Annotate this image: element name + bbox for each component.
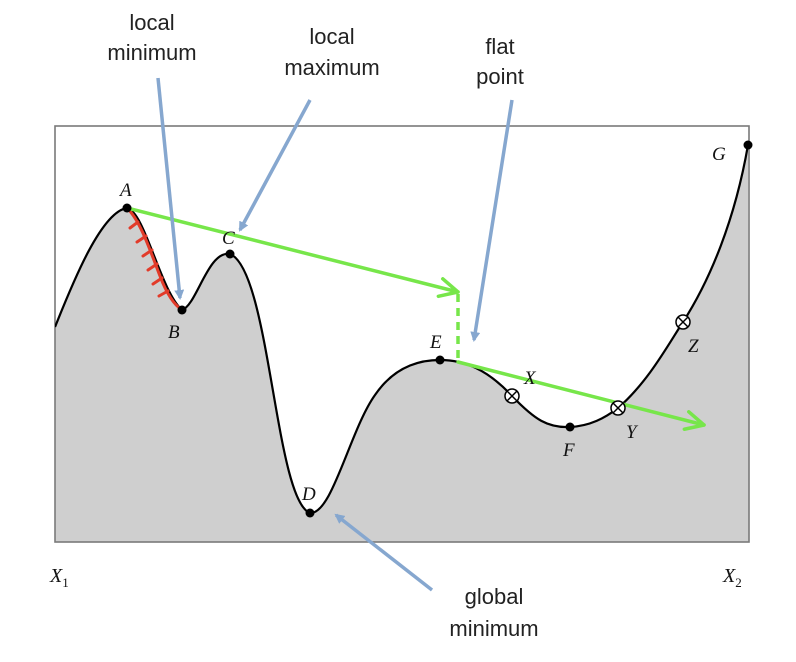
step-arrow-1 [125, 206, 460, 299]
callout-local-minimum: local minimum [107, 10, 196, 65]
arrow-global-minimum [334, 513, 434, 592]
callout-local-maximum-line1: local [309, 24, 354, 49]
callout-local-maximum-line2: maximum [284, 55, 379, 80]
sample-markers [504, 314, 691, 416]
step-arrow-2 [456, 360, 706, 432]
label-point-f: F [562, 440, 575, 461]
arrow-local-minimum [156, 77, 185, 300]
critical-points [122, 140, 753, 518]
landscape-fill [55, 145, 749, 542]
arrow-flat-point [470, 99, 514, 342]
point-d-dot [305, 508, 315, 518]
callout-local-minimum-line1: local [129, 10, 174, 35]
callout-flat-point-line1: flat [485, 34, 514, 59]
plot-frame [54, 125, 750, 543]
descent-path [125, 206, 184, 312]
callout-local-maximum: local maximum [284, 24, 379, 80]
point-f-dot [565, 422, 575, 432]
callout-global-minimum-line2: minimum [449, 616, 538, 641]
label-point-x: X [523, 368, 537, 389]
callout-global-minimum-line1: global [465, 584, 524, 609]
axis-label-x2: X2 [722, 565, 742, 590]
label-point-e: E [429, 332, 442, 353]
label-point-z: Z [688, 336, 699, 357]
axis-x1-main: X [49, 565, 63, 587]
point-a-dot [122, 203, 132, 213]
label-point-d: D [301, 484, 316, 505]
callout-local-minimum-line2: minimum [107, 40, 196, 65]
axis-label-x1: X1 [49, 565, 69, 590]
label-point-c: C [222, 228, 235, 249]
marker-x-icon [504, 388, 520, 404]
axis-x2-main: X [722, 565, 736, 587]
point-e-dot [435, 355, 445, 365]
point-g-dot [743, 140, 753, 150]
marker-y-icon [610, 400, 626, 416]
label-point-b: B [168, 322, 180, 343]
point-c-dot [225, 249, 235, 259]
landscape-curve [55, 144, 749, 515]
marker-z-icon [675, 314, 691, 330]
arrow-local-maximum [238, 99, 312, 232]
callout-global-minimum: global minimum [449, 584, 538, 641]
point-b-dot [177, 305, 187, 315]
label-point-g: G [712, 144, 726, 165]
axis-x1-sub: 1 [62, 575, 69, 590]
callout-flat-point: flat point [476, 34, 524, 89]
axis-x2-sub: 2 [735, 575, 742, 590]
label-point-y: Y [626, 422, 639, 443]
label-point-a: A [118, 180, 132, 201]
callout-flat-point-line2: point [476, 64, 524, 89]
